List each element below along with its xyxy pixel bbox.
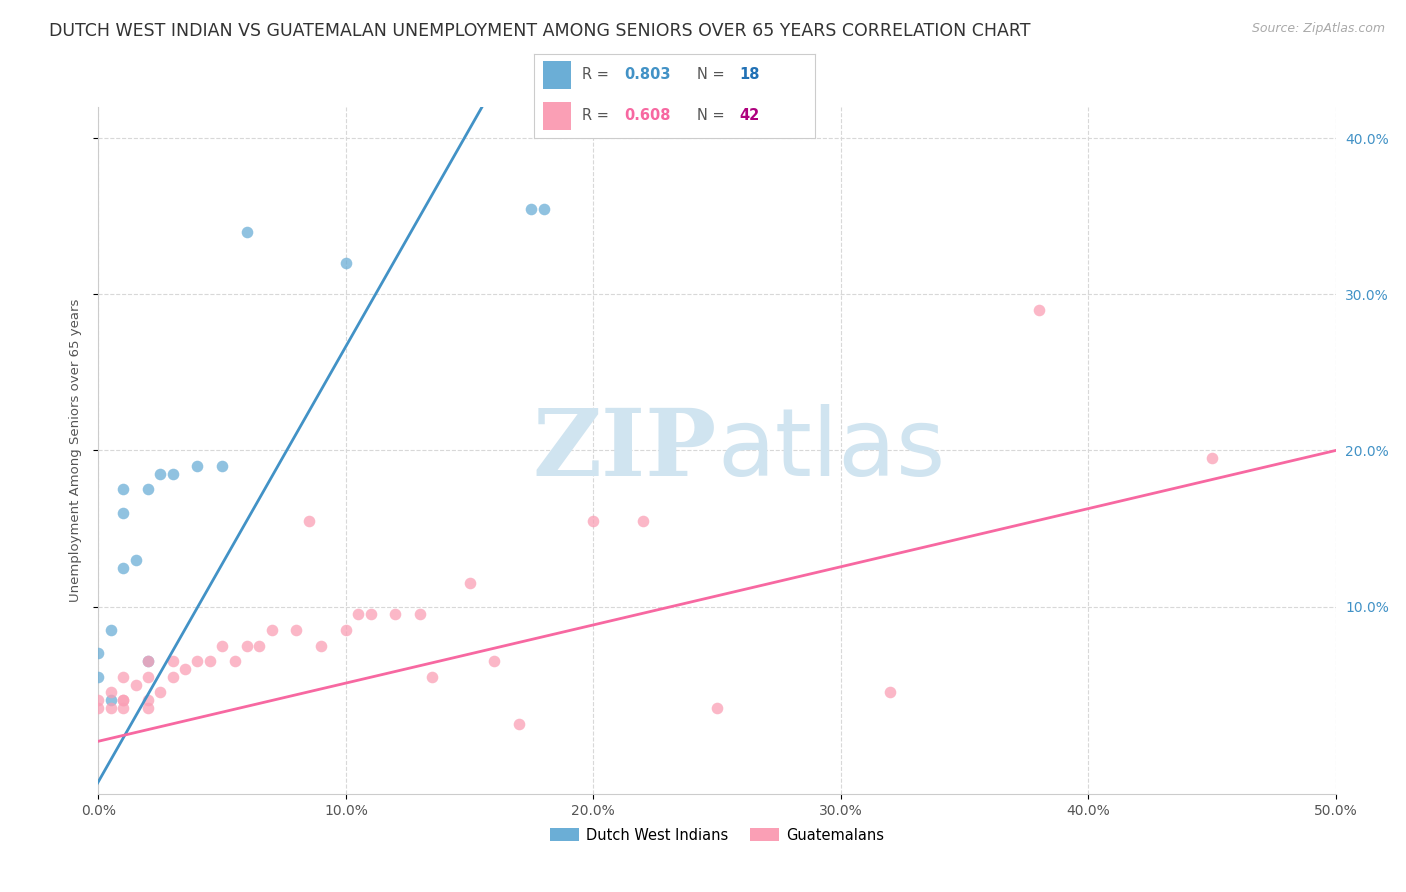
Point: [260, 623, 283, 637]
Point: [112, 693, 135, 707]
Point: [298, 514, 321, 528]
Point: [1028, 302, 1050, 317]
Point: [162, 654, 184, 668]
Point: [87, 693, 110, 707]
Point: [520, 202, 543, 216]
Point: [112, 483, 135, 497]
Point: [162, 670, 184, 684]
Point: [136, 654, 159, 668]
Point: [136, 670, 159, 684]
Text: 42: 42: [740, 108, 759, 123]
Point: [211, 458, 233, 473]
Point: [149, 467, 172, 481]
Point: [198, 654, 221, 668]
Point: [112, 560, 135, 574]
Text: 0.608: 0.608: [624, 108, 671, 123]
Point: [87, 701, 110, 715]
Point: [136, 483, 159, 497]
Point: [631, 514, 654, 528]
Point: [335, 256, 357, 270]
Point: [112, 701, 135, 715]
Point: [100, 623, 122, 637]
Point: [162, 467, 184, 481]
Point: [87, 670, 110, 684]
Point: [136, 654, 159, 668]
Point: [508, 716, 530, 731]
Text: N =: N =: [697, 108, 730, 123]
Point: [422, 670, 444, 684]
Legend: Dutch West Indians, Guatemalans: Dutch West Indians, Guatemalans: [544, 822, 890, 848]
Text: Source: ZipAtlas.com: Source: ZipAtlas.com: [1251, 22, 1385, 36]
Point: [174, 662, 197, 676]
Text: R =: R =: [582, 67, 613, 82]
Text: atlas: atlas: [717, 404, 945, 497]
Point: [360, 607, 382, 622]
Point: [186, 654, 208, 668]
Point: [112, 693, 135, 707]
Point: [347, 607, 370, 622]
Point: [224, 654, 246, 668]
Point: [87, 646, 110, 660]
Point: [533, 202, 555, 216]
Point: [100, 685, 122, 699]
Point: [112, 670, 135, 684]
Point: [236, 639, 259, 653]
Point: [309, 639, 332, 653]
Point: [124, 552, 146, 567]
Point: [582, 514, 605, 528]
Text: R =: R =: [582, 108, 613, 123]
Point: [186, 458, 208, 473]
Point: [1201, 451, 1223, 466]
Point: [112, 506, 135, 520]
Point: [136, 701, 159, 715]
Point: [706, 701, 728, 715]
Point: [100, 701, 122, 715]
Point: [100, 693, 122, 707]
Text: 18: 18: [740, 67, 761, 82]
Text: ZIP: ZIP: [533, 406, 717, 495]
Point: [484, 654, 506, 668]
Point: [247, 639, 270, 653]
Text: 0.803: 0.803: [624, 67, 671, 82]
Point: [124, 678, 146, 692]
Point: [211, 639, 233, 653]
Y-axis label: Unemployment Among Seniors over 65 years: Unemployment Among Seniors over 65 years: [69, 299, 82, 602]
Text: N =: N =: [697, 67, 730, 82]
FancyBboxPatch shape: [543, 62, 571, 89]
Point: [335, 623, 357, 637]
Point: [384, 607, 406, 622]
FancyBboxPatch shape: [543, 102, 571, 130]
Point: [285, 623, 308, 637]
Point: [879, 685, 901, 699]
Point: [136, 693, 159, 707]
Text: DUTCH WEST INDIAN VS GUATEMALAN UNEMPLOYMENT AMONG SENIORS OVER 65 YEARS CORRELA: DUTCH WEST INDIAN VS GUATEMALAN UNEMPLOY…: [49, 22, 1031, 40]
Point: [149, 685, 172, 699]
Point: [409, 607, 432, 622]
Point: [458, 576, 481, 591]
Point: [236, 225, 259, 239]
